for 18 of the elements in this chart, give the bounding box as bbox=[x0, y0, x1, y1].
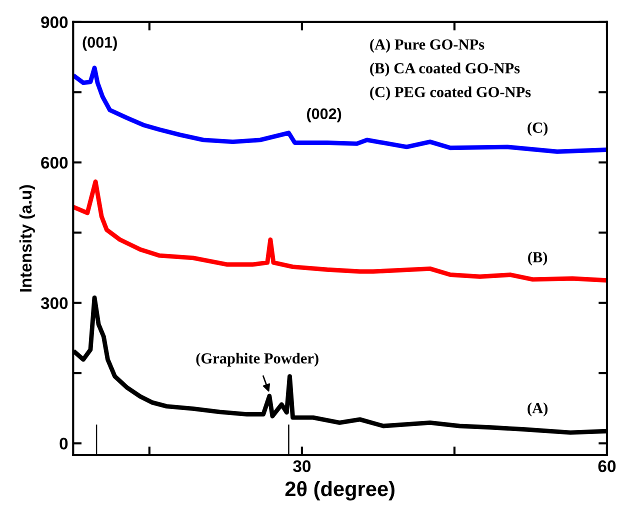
annotation: (B) CA coated GO-NPs bbox=[370, 62, 520, 77]
y-axis-title: Intensity (a.u) bbox=[19, 185, 35, 292]
x-axis-title: 2θ (degree) bbox=[285, 480, 394, 500]
y-tick-label: 0 bbox=[60, 438, 68, 450]
y-tick-label: 900 bbox=[41, 16, 68, 28]
y-tick-label: 300 bbox=[40, 297, 68, 310]
annotation: (A) Pure GO-NPs bbox=[370, 38, 484, 53]
x-tick-label: 30 bbox=[293, 460, 311, 472]
annotation: (C) PEG coated GO-NPs bbox=[370, 86, 531, 100]
annotation: (Graphite Powder) bbox=[196, 352, 318, 367]
series-label: (A) bbox=[528, 402, 548, 416]
series-label: (C) bbox=[528, 122, 548, 136]
y-tick-label: 600 bbox=[41, 156, 68, 169]
series-label: (B) bbox=[528, 252, 548, 266]
line-series bbox=[73, 179, 607, 283]
annotation: (002) bbox=[306, 108, 342, 122]
x-tick-label: 60 bbox=[598, 460, 616, 472]
annotation: (001) bbox=[82, 36, 117, 51]
